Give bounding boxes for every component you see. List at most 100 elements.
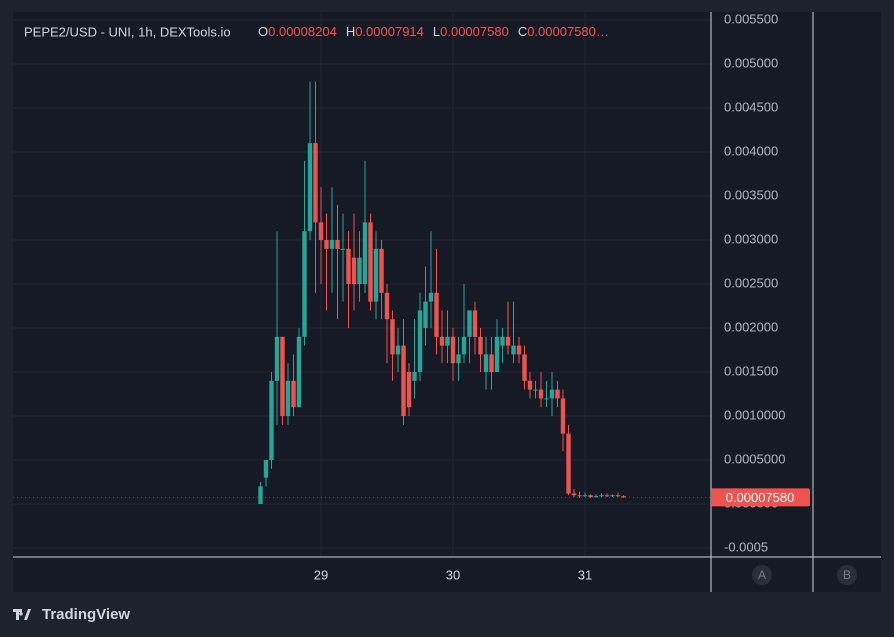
candle-body	[538, 389, 544, 399]
y-tick-label: 0.005000	[724, 55, 778, 70]
candle-body	[511, 345, 516, 355]
candle-body	[302, 231, 307, 337]
candle-body	[604, 495, 610, 497]
y-tick-label: 0.002000	[724, 319, 778, 334]
ohlc-key: L	[433, 24, 440, 39]
candle-body	[269, 380, 274, 461]
candle-body	[621, 496, 626, 498]
candle-body	[351, 257, 357, 285]
candle-body	[571, 493, 577, 496]
y-tick-label: 0.005500	[724, 11, 778, 26]
ohlc-value: 0.00008204	[268, 24, 337, 39]
candle-body	[516, 345, 522, 355]
candle-body	[335, 240, 340, 249]
y-tick-label: 0.004000	[724, 143, 778, 158]
candle-body	[412, 372, 417, 381]
candle-body	[357, 257, 362, 285]
candle-body	[456, 354, 461, 364]
candle-body	[329, 240, 335, 249]
scale-button[interactable]: A	[758, 568, 766, 582]
x-tick-label: 29	[314, 567, 328, 582]
last-price-box	[711, 488, 810, 507]
candle-body	[533, 389, 538, 391]
ohlc-key: H	[346, 24, 355, 39]
ohlc-value: 0.00007580	[440, 24, 509, 39]
candle-body	[560, 398, 566, 434]
y-tick-label: 0.003000	[724, 231, 778, 246]
candle-body	[291, 380, 296, 408]
symbol-title: PEPE2/USD - UNI, 1h, DEXTools.io	[24, 24, 231, 39]
candle-body	[296, 336, 302, 408]
y-tick-label: 0.004500	[724, 99, 778, 114]
candle-body	[467, 310, 472, 337]
candle-body	[313, 143, 318, 223]
scale-button-bg[interactable]	[752, 565, 772, 585]
candle-body	[373, 248, 379, 302]
candle-body	[577, 495, 582, 497]
candle-body	[340, 248, 346, 250]
candle-body	[544, 398, 549, 400]
candle-body	[450, 336, 456, 364]
candle-body	[318, 222, 324, 241]
candle-body	[307, 143, 313, 232]
candle-body	[461, 336, 467, 355]
candle-body	[566, 433, 571, 494]
candle-body	[395, 345, 401, 355]
y-tick-label: -0.0005	[724, 539, 768, 554]
candle-body	[280, 336, 285, 417]
brand-logo[interactable]	[13, 609, 31, 620]
candle-body	[285, 380, 291, 417]
candle-body	[406, 372, 412, 408]
candle-body	[494, 336, 500, 373]
candle-body	[472, 310, 478, 337]
y-tick-label: 0.003500	[724, 187, 778, 202]
x-tick-label: 31	[578, 567, 592, 582]
brand-name[interactable]: TradingView	[42, 606, 130, 623]
ohlc-key: C	[518, 24, 527, 39]
scale-button[interactable]: B	[843, 568, 851, 582]
y-tick-label: 0.001500	[724, 363, 778, 378]
candle-body	[615, 495, 621, 497]
candle-body	[588, 495, 593, 497]
candle-body	[445, 336, 450, 346]
candle-body	[274, 336, 280, 381]
candle-body	[505, 336, 511, 346]
candle-body	[362, 222, 368, 285]
candle-body	[582, 495, 588, 497]
candle-body	[439, 336, 445, 346]
candle-body	[593, 496, 599, 498]
scale-button-bg[interactable]	[837, 565, 857, 585]
x-tick-label: 30	[446, 567, 460, 582]
candle-body	[428, 292, 434, 302]
ohlc-legend: O0.00008204 H0.00007914 L0.00007580 C0.0000…	[258, 24, 609, 39]
candle-body	[390, 319, 395, 355]
y-tick-label: 0.002500	[724, 275, 778, 290]
candle-body	[478, 336, 483, 355]
ohlc-key: O	[258, 24, 268, 39]
ohlc-value: 0.00007914	[355, 24, 424, 39]
candle-body	[555, 389, 560, 399]
candle-body	[599, 495, 604, 497]
candle-body	[346, 248, 351, 285]
candle-body	[423, 301, 428, 329]
ohlc-value: 0.00007580…	[527, 24, 609, 39]
candle-body	[417, 310, 423, 373]
candle-body	[527, 380, 533, 390]
y-tick-label: 0.0010000	[724, 407, 785, 422]
candle-body	[522, 354, 527, 381]
candle-body	[500, 336, 505, 346]
candle-body	[483, 354, 489, 373]
candle-body	[434, 292, 439, 337]
last-price-label: 0.00007580	[726, 490, 795, 505]
candle-body	[324, 240, 329, 249]
candle-body	[384, 292, 390, 320]
y-tick-label: 0.0005000	[724, 451, 785, 466]
candle-body	[263, 460, 269, 478]
candle-body	[379, 248, 384, 293]
candle-body	[549, 389, 555, 399]
candle-body	[610, 495, 615, 497]
candle-body	[368, 222, 373, 302]
candle-body	[401, 345, 406, 417]
